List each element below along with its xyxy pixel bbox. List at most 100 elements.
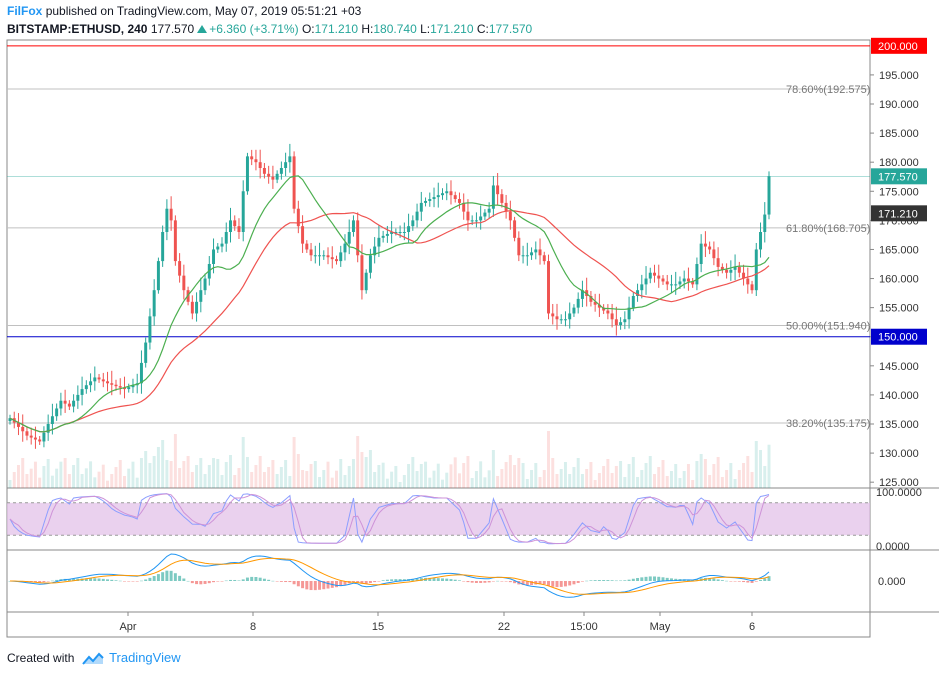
volume-bar xyxy=(602,466,606,488)
macd-histogram-bar xyxy=(428,577,432,581)
macd-histogram-bar xyxy=(474,581,478,583)
macd-histogram-bar xyxy=(504,581,508,582)
macd-histogram-bar xyxy=(305,581,309,590)
candle-body xyxy=(390,232,394,234)
macd-histogram-bar xyxy=(665,577,669,581)
candle-body xyxy=(411,220,415,227)
candle-body xyxy=(178,261,182,276)
chart-frame xyxy=(6,39,939,638)
candle-body xyxy=(750,284,754,291)
volume-bar xyxy=(530,470,534,488)
macd-histogram-bar xyxy=(547,581,550,586)
candle-body xyxy=(29,435,33,438)
last-price: 177.570 xyxy=(150,22,195,36)
volume-bar xyxy=(725,470,729,488)
candle-body xyxy=(559,319,563,321)
volume-bar xyxy=(411,457,415,488)
macd-histogram-bar xyxy=(84,578,88,581)
candle-body xyxy=(373,246,377,256)
macd-histogram-bar xyxy=(695,579,699,581)
price-tick-label: 140.000 xyxy=(879,390,919,402)
candle-body xyxy=(216,246,220,250)
candle-body xyxy=(746,278,750,285)
macd-histogram-bar xyxy=(589,580,593,581)
candle-body xyxy=(470,220,474,222)
time-tick-label: Apr xyxy=(119,621,136,633)
volume-bar xyxy=(750,472,754,488)
candle-body xyxy=(50,416,54,424)
volume-bar xyxy=(466,456,470,488)
macd-histogram-bar xyxy=(72,578,76,581)
volume-bar xyxy=(555,474,559,488)
candle-body xyxy=(356,220,360,256)
macd-histogram-bar xyxy=(224,580,228,582)
volume-bar xyxy=(614,466,618,488)
volume-bar xyxy=(267,467,271,488)
candle-body xyxy=(627,307,631,320)
candle-body xyxy=(110,383,114,385)
macd-histogram-bar xyxy=(394,579,398,581)
candle-body xyxy=(428,199,432,201)
macd-histogram-bar xyxy=(669,578,673,581)
macd-histogram-bar xyxy=(97,578,101,581)
macd-histogram-bar xyxy=(580,581,584,582)
volume-bar xyxy=(89,461,93,488)
candle-body xyxy=(644,278,648,285)
macd-histogram-bar xyxy=(619,580,623,582)
volume-bar xyxy=(173,434,177,488)
publisher-name[interactable]: FilFox xyxy=(7,4,43,18)
volume-bar xyxy=(38,477,42,488)
volume-bar xyxy=(123,476,126,488)
candle-body xyxy=(335,259,338,262)
macd-histogram-bar xyxy=(254,577,258,581)
candle-body xyxy=(377,237,381,247)
macd-histogram-bar xyxy=(441,578,444,581)
candle-body xyxy=(674,284,678,286)
volume-bar xyxy=(139,458,143,488)
macd-tick-label: 0.000 xyxy=(878,576,906,588)
volume-bar xyxy=(737,470,741,488)
volume-bar xyxy=(415,471,419,488)
candles xyxy=(8,143,771,449)
volume-bar xyxy=(436,463,440,488)
price-chart[interactable]: 78.60%(192.575) 61.80%(168.705) 50.00%(151… xyxy=(0,0,939,645)
stoch-band xyxy=(7,502,870,536)
macd-histogram-bar xyxy=(525,581,529,586)
candle-body xyxy=(101,379,105,382)
tradingview-link[interactable]: TradingView xyxy=(109,650,181,665)
candle-body xyxy=(479,216,483,221)
candle-body xyxy=(763,214,767,232)
volume-bar xyxy=(407,464,411,488)
volume-bar xyxy=(339,459,343,488)
price-tick-label: 125.000 xyxy=(879,477,919,489)
volume-bar xyxy=(682,471,686,488)
macd-histogram-bar xyxy=(487,581,491,583)
candle-body xyxy=(424,200,428,203)
candle-body xyxy=(703,243,707,247)
stoch-tick-label: 0.0000 xyxy=(876,541,910,553)
volume-bar xyxy=(572,467,576,488)
macd-histogram-bar xyxy=(496,580,500,582)
volume-bar xyxy=(525,479,529,488)
candle-body xyxy=(614,319,618,326)
candle-body xyxy=(381,235,385,238)
price-tick-label: 175.000 xyxy=(879,186,919,198)
candle-body xyxy=(521,255,525,257)
candle-body xyxy=(63,400,67,404)
candle-body xyxy=(729,269,733,273)
volume-bar xyxy=(313,461,317,488)
macd-histogram-bar xyxy=(212,581,216,583)
price-tick-label: 160.000 xyxy=(879,274,919,286)
volume-bar xyxy=(759,450,763,488)
price-tick-label: 195.000 xyxy=(879,70,919,82)
volume-bar xyxy=(669,471,673,488)
volume-bar xyxy=(373,472,377,488)
macd-histogram-bar xyxy=(309,581,313,591)
macd-histogram-bar xyxy=(127,581,131,582)
volume-bar xyxy=(648,456,652,488)
volume-bar xyxy=(445,472,449,488)
low-label: L: xyxy=(420,22,431,36)
candle-body xyxy=(491,185,495,209)
macd-histogram-bar xyxy=(190,581,194,584)
macd-histogram-bar xyxy=(708,578,712,581)
